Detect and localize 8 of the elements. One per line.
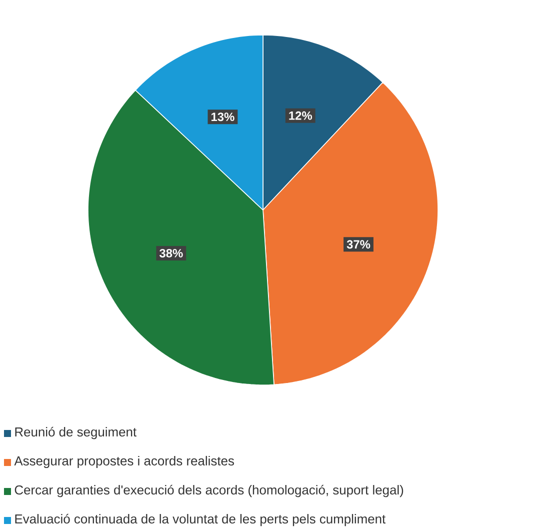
legend-label: Cercar garanties d'execució dels acords (homologació, suport legal) <box>14 484 404 498</box>
data-label: 37% <box>346 240 370 249</box>
data-label: 38% <box>159 248 183 258</box>
legend-label: Evaluació continuada de la voluntat de les perts pels cumpliment <box>15 514 386 526</box>
data-label: 12% <box>289 111 312 120</box>
legend-label: Reunió de seguiment <box>15 426 136 440</box>
legend-label: Assegurar propostes i acords realistes <box>14 456 234 468</box>
data-label: 13% <box>211 112 234 122</box>
